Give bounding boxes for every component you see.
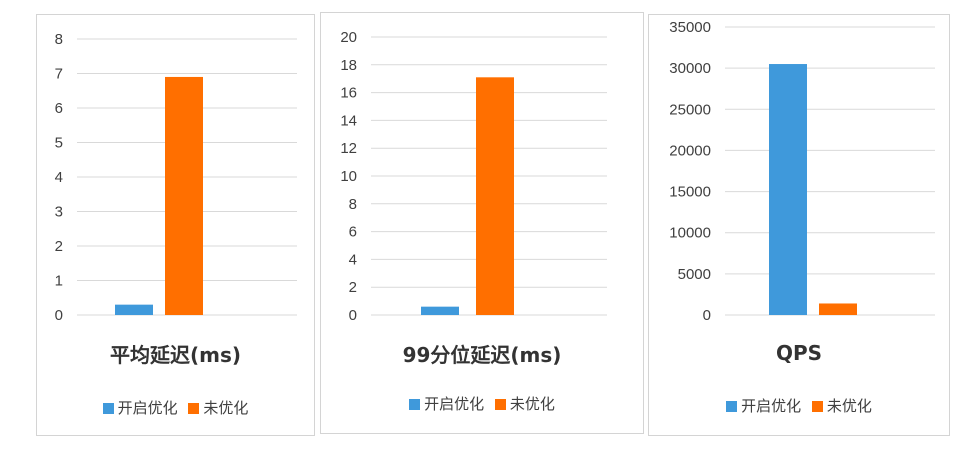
legend-swatch-off bbox=[188, 403, 200, 414]
y-tick-label: 14 bbox=[340, 112, 357, 129]
legend-swatch-on bbox=[102, 403, 114, 414]
y-tick-label: 5000 bbox=[678, 266, 711, 283]
chart-plot-qps: 0 5000 10000 15000 20000 25000 30000 35000 bbox=[669, 19, 935, 324]
bar-optimized bbox=[421, 306, 459, 315]
legend-swatch-on bbox=[726, 401, 738, 412]
y-tick-label: 5 bbox=[55, 135, 63, 152]
y-tick-label: 10 bbox=[340, 168, 357, 185]
legend-entry-off: 未优化 bbox=[811, 395, 872, 416]
legend-entry-on: 开启优化 bbox=[409, 393, 484, 414]
bar-unoptimized bbox=[476, 77, 514, 315]
bar-unoptimized bbox=[165, 76, 203, 315]
legend-entry-off: 未优化 bbox=[188, 397, 248, 418]
y-tick-label: 2 bbox=[55, 238, 63, 255]
legend-entry-on: 开启优化 bbox=[102, 397, 178, 418]
legend-label-off: 未优化 bbox=[826, 397, 872, 415]
chart-panel-qps: 0 5000 10000 15000 20000 25000 30000 35000 QPS … bbox=[648, 14, 950, 436]
y-tick-label: 0 bbox=[349, 307, 357, 324]
chart-plot-p99-latency: 0 2 4 6 8 10 12 14 16 18 20 bbox=[340, 29, 607, 324]
y-tick-label: 20000 bbox=[669, 142, 711, 159]
chart-legend: 开启优化 未优化 bbox=[649, 395, 949, 416]
y-tick-label: 1 bbox=[55, 273, 63, 290]
chart-plot-avg-latency: 0 1 2 3 4 5 6 7 8 bbox=[55, 31, 297, 324]
chart-panel-avg-latency: 0 1 2 3 4 5 6 7 8 平均延迟(ms) 开启优化 未优化 bbox=[36, 14, 315, 436]
y-tick-label: 4 bbox=[349, 251, 357, 268]
legend-swatch-off bbox=[494, 399, 506, 410]
chart-legend: 开启优化 未优化 bbox=[321, 393, 643, 414]
legend-entry-on: 开启优化 bbox=[726, 395, 801, 416]
legend-label-on: 开启优化 bbox=[424, 395, 485, 413]
chart-title: QPS bbox=[775, 341, 823, 365]
y-tick-label: 4 bbox=[55, 169, 63, 186]
y-tick-label: 16 bbox=[340, 85, 357, 102]
legend-label-off: 未优化 bbox=[203, 399, 249, 417]
legend-swatch-off bbox=[811, 401, 823, 412]
legend-label-on: 开启优化 bbox=[741, 397, 802, 415]
y-tick-label: 0 bbox=[703, 307, 711, 324]
y-tick-label: 7 bbox=[55, 66, 63, 83]
y-tick-label: 3 bbox=[55, 204, 63, 221]
legend-swatch-on bbox=[409, 399, 421, 410]
chart-panel-p99-latency: 0 2 4 6 8 10 12 14 16 18 20 99分位延迟(ms) 开启优化 未优化 bbox=[320, 12, 644, 434]
legend-entry-off: 未优化 bbox=[494, 393, 555, 414]
chart-legend: 开启优化 未优化 bbox=[37, 397, 314, 418]
y-tick-label: 18 bbox=[340, 57, 357, 74]
y-tick-label: 12 bbox=[340, 140, 357, 157]
bar-optimized bbox=[115, 304, 153, 315]
bar-optimized bbox=[769, 64, 807, 316]
y-tick-label: 10000 bbox=[669, 225, 711, 242]
chart-title: 平均延迟(ms) bbox=[109, 343, 242, 367]
chart-title: 99分位延迟(ms) bbox=[402, 343, 562, 367]
y-tick-label: 8 bbox=[349, 196, 357, 213]
bar-unoptimized bbox=[819, 303, 857, 315]
y-tick-label: 6 bbox=[55, 100, 63, 117]
legend-label-on: 开启优化 bbox=[117, 399, 178, 417]
y-tick-label: 35000 bbox=[669, 19, 711, 36]
legend-label-off: 未优化 bbox=[509, 395, 555, 413]
y-tick-label: 30000 bbox=[669, 60, 711, 77]
y-tick-label: 8 bbox=[55, 31, 63, 48]
y-tick-label: 15000 bbox=[669, 184, 711, 201]
y-tick-label: 2 bbox=[349, 279, 357, 296]
y-tick-label: 20 bbox=[340, 29, 357, 46]
y-tick-label: 0 bbox=[55, 307, 63, 324]
y-tick-label: 25000 bbox=[669, 101, 711, 118]
y-tick-label: 6 bbox=[349, 224, 357, 241]
